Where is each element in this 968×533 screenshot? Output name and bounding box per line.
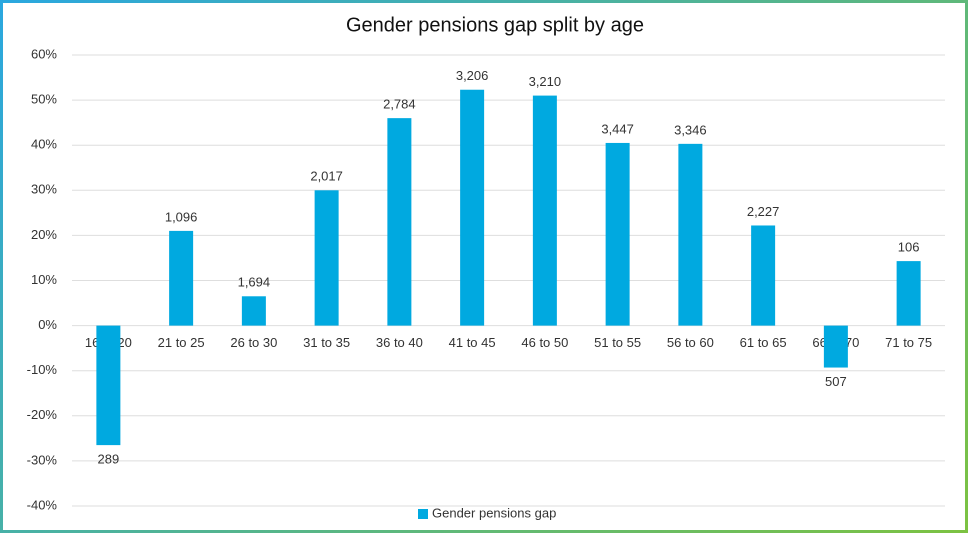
- x-tick-label: 46 to 50: [521, 335, 568, 350]
- data-label: 3,206: [456, 68, 489, 83]
- data-label: 1,694: [238, 275, 271, 290]
- data-label: 507: [825, 374, 847, 389]
- y-tick-label: -10%: [27, 362, 58, 377]
- x-tick-label: 51 to 55: [594, 335, 641, 350]
- bar: [241, 296, 266, 326]
- data-label: 2,784: [383, 97, 416, 112]
- x-tick-label: 31 to 35: [303, 335, 350, 350]
- bar: [460, 89, 485, 326]
- chart-title: Gender pensions gap split by age: [346, 14, 644, 36]
- y-tick-label: -40%: [27, 497, 58, 512]
- bar: [532, 95, 557, 326]
- legend-label: Gender pensions gap: [432, 505, 556, 520]
- data-label: 2,017: [310, 169, 343, 184]
- bar: [605, 142, 630, 326]
- y-tick-label: 40%: [31, 137, 57, 152]
- bar: [823, 325, 848, 368]
- x-tick-label: 56 to 60: [667, 335, 714, 350]
- data-label: 2,227: [747, 204, 780, 219]
- x-tick-label: 71 to 75: [885, 335, 932, 350]
- bar: [678, 143, 703, 326]
- y-tick-label: 0%: [38, 317, 57, 332]
- y-tick-label: -20%: [27, 407, 58, 422]
- data-label: 3,210: [529, 74, 562, 89]
- data-label: 3,346: [674, 122, 707, 137]
- y-tick-label: 10%: [31, 272, 57, 287]
- bar: [169, 230, 194, 326]
- y-tick-label: -30%: [27, 452, 58, 467]
- data-label: 289: [98, 452, 120, 467]
- y-tick-label: 30%: [31, 182, 57, 197]
- bar: [387, 118, 412, 326]
- data-label: 1,096: [165, 209, 198, 224]
- y-tick-label: 50%: [31, 92, 57, 107]
- x-tick-label: 21 to 25: [158, 335, 205, 350]
- x-tick-label: 61 to 65: [740, 335, 787, 350]
- y-tick-label: 60%: [31, 46, 57, 61]
- bar: [96, 325, 121, 446]
- data-label: 3,447: [601, 121, 634, 136]
- x-tick-label: 41 to 45: [449, 335, 496, 350]
- bar: [314, 190, 339, 326]
- legend-swatch: [418, 509, 428, 519]
- x-tick-label: 36 to 40: [376, 335, 423, 350]
- data-label: 106: [898, 240, 920, 255]
- x-tick-label: 26 to 30: [230, 335, 277, 350]
- y-tick-label: 20%: [31, 227, 57, 242]
- bar: [751, 225, 776, 326]
- bar: [896, 261, 921, 326]
